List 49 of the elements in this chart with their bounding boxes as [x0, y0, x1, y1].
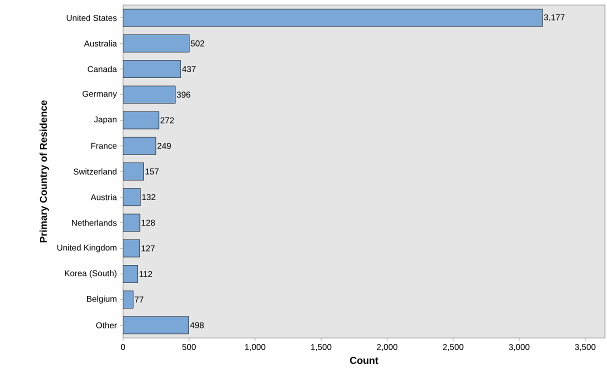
- data-label: 249: [158, 142, 171, 149]
- bar: [123, 34, 190, 52]
- y-tick-label: Germany: [82, 90, 117, 98]
- data-label: 396: [176, 92, 190, 98]
- y-tick-label: France: [91, 142, 117, 149]
- x-axis-title: Count: [350, 356, 378, 364]
- bar: [123, 239, 140, 258]
- x-tick-label: 0: [120, 344, 126, 350]
- bar: [123, 60, 181, 78]
- y-tick-label: United Kingdom: [57, 244, 116, 252]
- y-tick-label: Netherlands: [72, 220, 117, 226]
- x-tick-label: 2,000: [376, 344, 398, 352]
- y-axis-title: Primary Country of Residence: [40, 100, 49, 242]
- x-tick-label: 500: [182, 344, 196, 350]
- data-label: 77: [134, 296, 144, 302]
- data-label: 3,177: [544, 14, 565, 22]
- data-label: 437: [182, 66, 196, 72]
- y-tick-label: Japan: [94, 116, 116, 124]
- bar: [123, 162, 144, 180]
- y-tick-label: Canada: [88, 66, 117, 72]
- y-tick-label: Switzerland: [74, 168, 116, 175]
- data-label: 272: [160, 117, 174, 124]
- x-tick-label: 2,500: [442, 344, 464, 352]
- data-label: 157: [146, 168, 159, 174]
- data-label: 127: [142, 245, 155, 252]
- y-tick-label: Belgium: [87, 296, 116, 304]
- bar: [123, 86, 176, 104]
- data-label: 498: [190, 322, 204, 328]
- bar: [123, 111, 160, 130]
- x-tick-label: 3,000: [508, 344, 530, 352]
- data-label: 128: [142, 220, 155, 226]
- x-tick-label: 1,500: [311, 344, 332, 352]
- bar: [123, 316, 189, 334]
- y-tick-label: Korea (South): [64, 270, 116, 278]
- bar: [123, 136, 156, 155]
- x-tick-label: 3,500: [574, 344, 596, 352]
- data-label: 502: [190, 40, 204, 46]
- y-tick-label: Austria: [90, 194, 117, 200]
- y-tick-label: United States: [66, 14, 117, 21]
- x-tick-label: 1,000: [245, 344, 266, 352]
- bar: [123, 188, 141, 206]
- y-tick-label: Australia: [84, 40, 117, 47]
- bar: [123, 265, 138, 283]
- y-tick-label: Other: [96, 322, 117, 328]
- bar: [123, 290, 134, 308]
- data-label: 132: [142, 194, 156, 200]
- bar: [123, 8, 543, 27]
- bar: [123, 214, 140, 232]
- data-label: 112: [140, 271, 152, 277]
